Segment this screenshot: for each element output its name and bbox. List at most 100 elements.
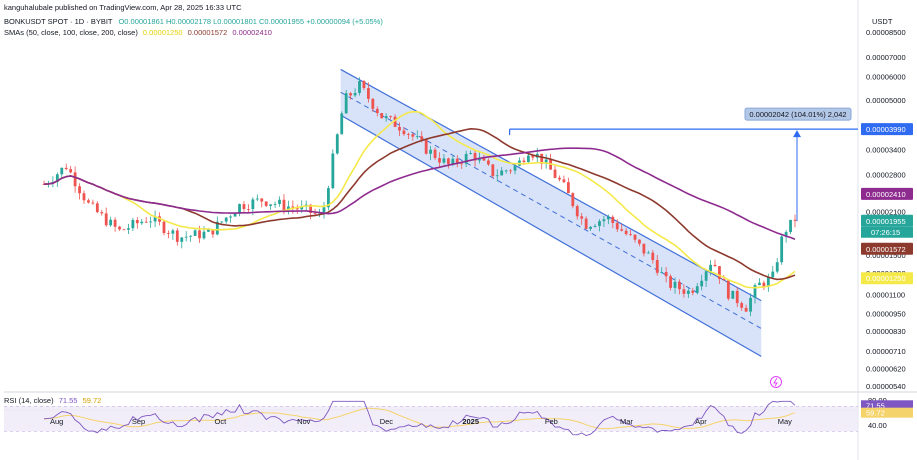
- candle-down: [584, 218, 588, 229]
- candle-down: [682, 289, 686, 294]
- candle-down: [455, 158, 459, 164]
- candle-up: [789, 219, 792, 233]
- candle-up: [704, 271, 708, 281]
- candle-up: [215, 221, 219, 235]
- candle-up: [766, 277, 770, 287]
- candle-up: [149, 221, 153, 223]
- candle-up: [700, 280, 704, 287]
- candle-up: [153, 216, 157, 222]
- candle-up: [140, 221, 144, 224]
- price-tag-label: 0.00002410: [866, 190, 906, 199]
- time-tick-label: May: [778, 417, 792, 426]
- price-tag-label: 0.00001955: [866, 217, 906, 226]
- candle-up: [513, 165, 517, 171]
- candle-up: [731, 290, 735, 299]
- candle-down: [242, 204, 246, 210]
- candle-down: [282, 199, 286, 210]
- price-tick-label: 0.00000620: [866, 364, 906, 373]
- price-tag: [861, 123, 913, 136]
- candle-down: [558, 177, 561, 180]
- candle-up: [207, 229, 210, 232]
- candle-up: [269, 204, 273, 206]
- rsi-ma-legend-value: 59.72: [82, 396, 102, 405]
- candle-up: [442, 158, 446, 163]
- candle-down: [411, 134, 415, 137]
- candle-up: [229, 216, 233, 218]
- candle-up: [273, 203, 277, 205]
- candle-up: [109, 219, 113, 226]
- candle-down: [562, 179, 566, 183]
- candle-up: [469, 153, 473, 154]
- lightning-icon: [770, 376, 782, 388]
- candle-down: [82, 193, 86, 201]
- candle-down: [91, 202, 95, 204]
- price-tag-label: 0.00001250: [866, 274, 906, 283]
- time-tick-label: Aug: [50, 417, 63, 426]
- candle-down: [64, 167, 68, 170]
- candle-down: [740, 303, 744, 308]
- candle-down: [398, 126, 401, 131]
- candle-down: [100, 212, 104, 214]
- candle-down: [669, 276, 672, 288]
- candle-down: [349, 93, 353, 96]
- price-tick-label: 0.00000710: [866, 347, 906, 356]
- candle-down: [122, 229, 126, 231]
- price-tick-label: 0.00001100: [866, 291, 905, 300]
- candle-down: [135, 220, 139, 224]
- candle-down: [446, 158, 450, 164]
- candle-up: [344, 93, 348, 114]
- candle-down: [575, 206, 579, 217]
- candle-down: [175, 230, 179, 242]
- candle-down: [726, 280, 730, 299]
- candle-down: [104, 213, 108, 226]
- candle-down: [313, 212, 317, 214]
- candle-down: [678, 281, 681, 290]
- candle-down: [295, 207, 299, 210]
- symbol-line: BONKUSDT SPOT · 1D · BYBIT O0.00001861 H…: [4, 17, 383, 26]
- candle-up: [127, 228, 130, 230]
- candle-up: [646, 252, 650, 254]
- sma100-legend-value: 0.00001572: [187, 28, 228, 37]
- candle-down: [735, 290, 739, 304]
- price-tick-label: 0.00008500: [866, 28, 906, 37]
- candle-up: [775, 262, 779, 272]
- candle-down: [482, 157, 486, 161]
- candle-down: [522, 160, 526, 162]
- candle-up: [300, 205, 304, 210]
- sma50-line: [43, 111, 796, 289]
- candle-down: [420, 136, 424, 140]
- candle-up: [278, 199, 281, 204]
- candle-down: [655, 259, 659, 273]
- price-tick-label: 0.00002800: [866, 171, 906, 180]
- candle-down: [389, 116, 393, 117]
- countdown-tag: [861, 226, 913, 238]
- price-tick-label: 0.00000540: [866, 382, 906, 391]
- candle-down: [624, 230, 628, 235]
- symbol-label: BONKUSDT SPOT · 1D · BYBIT: [4, 17, 113, 26]
- candle-down: [633, 234, 637, 240]
- price-tick-label: 0.00003400: [866, 146, 906, 155]
- candle-up: [224, 217, 228, 222]
- candle-down: [264, 201, 268, 206]
- candle-down: [473, 153, 477, 161]
- price-tag: [861, 187, 913, 200]
- candle-down: [566, 182, 570, 194]
- candle-down: [167, 233, 170, 234]
- price-tick-label: 0.00007000: [866, 53, 906, 62]
- sma200-legend-value: 0.00002410: [232, 28, 272, 37]
- candle-up: [544, 159, 548, 164]
- candle-up: [180, 237, 184, 242]
- price-tick-label: 0.00000950: [866, 309, 906, 318]
- price-tag: [861, 214, 913, 227]
- candle-up: [358, 81, 361, 93]
- candle-down: [211, 229, 215, 235]
- measure-box: [744, 107, 852, 121]
- candle-down: [540, 153, 544, 164]
- candle-down: [433, 149, 437, 159]
- candle-down: [651, 252, 655, 260]
- candle-down: [118, 226, 121, 230]
- candle-up: [753, 285, 757, 298]
- candle-up: [189, 235, 193, 237]
- publisher-line: kanguhalubale published on TradingView.c…: [4, 3, 242, 12]
